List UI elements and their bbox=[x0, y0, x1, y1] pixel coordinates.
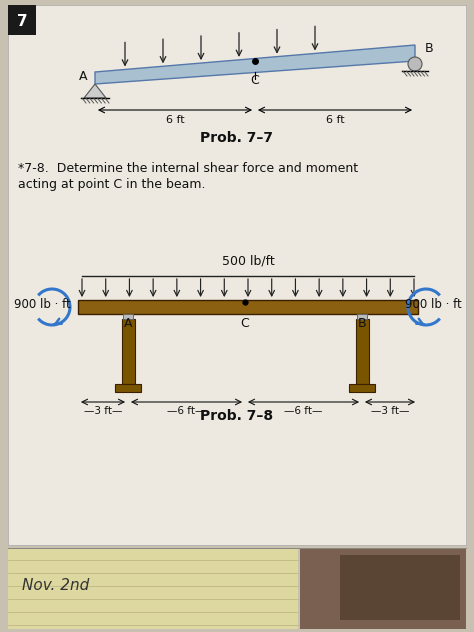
Text: acting at point C in the beam.: acting at point C in the beam. bbox=[18, 178, 206, 191]
Text: —6 ft—: —6 ft— bbox=[167, 406, 206, 416]
Bar bbox=[78, 300, 418, 314]
Text: C: C bbox=[241, 317, 249, 330]
Text: 500 lb/ft: 500 lb/ft bbox=[222, 255, 274, 268]
Bar bbox=[8, 549, 298, 629]
Text: 7: 7 bbox=[17, 13, 27, 28]
Text: Prob. 7–8: Prob. 7–8 bbox=[201, 409, 273, 423]
Text: 6 ft: 6 ft bbox=[326, 115, 344, 125]
Text: B: B bbox=[358, 317, 366, 330]
Bar bbox=[356, 319, 369, 384]
Text: 900 lb · ft: 900 lb · ft bbox=[405, 298, 462, 312]
Text: A: A bbox=[124, 317, 132, 330]
Text: Nov. 2nd: Nov. 2nd bbox=[22, 578, 89, 593]
Text: *7-8.  Determine the internal shear force and moment: *7-8. Determine the internal shear force… bbox=[18, 162, 358, 175]
Text: —3 ft—: —3 ft— bbox=[371, 406, 409, 416]
Polygon shape bbox=[95, 45, 415, 84]
Bar bbox=[357, 314, 367, 319]
Text: Prob. 7–7: Prob. 7–7 bbox=[201, 131, 273, 145]
Bar bbox=[300, 549, 466, 629]
Bar bbox=[115, 384, 141, 392]
Text: —6 ft—: —6 ft— bbox=[284, 406, 323, 416]
Text: B: B bbox=[425, 42, 434, 56]
Bar bbox=[8, 5, 36, 35]
Text: A: A bbox=[79, 70, 87, 83]
Polygon shape bbox=[84, 84, 106, 98]
Bar bbox=[340, 555, 460, 620]
Circle shape bbox=[408, 57, 422, 71]
Text: —3 ft—: —3 ft— bbox=[84, 406, 122, 416]
Bar bbox=[8, 5, 466, 545]
Text: 900 lb · ft: 900 lb · ft bbox=[14, 298, 71, 312]
Bar bbox=[123, 314, 133, 319]
Text: C: C bbox=[251, 73, 259, 87]
Bar bbox=[349, 384, 375, 392]
Bar bbox=[122, 319, 135, 384]
Text: 6 ft: 6 ft bbox=[166, 115, 184, 125]
